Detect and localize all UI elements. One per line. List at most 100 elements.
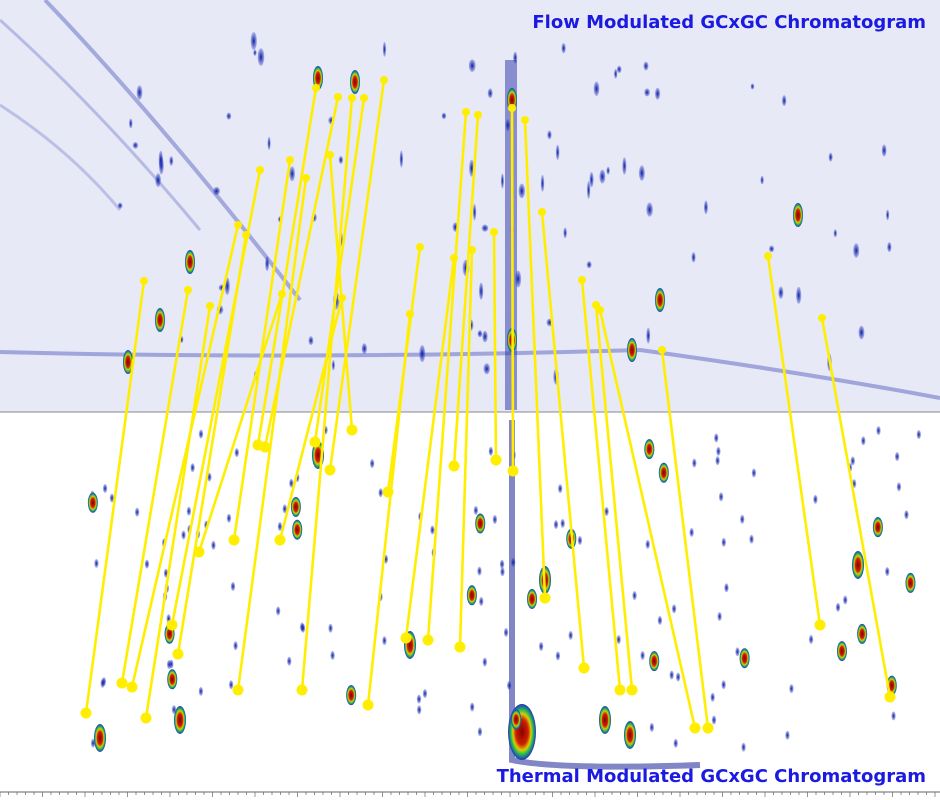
connector-start-dot	[474, 111, 482, 119]
connector-line	[452, 114, 480, 467]
connector-line	[598, 309, 697, 729]
bottom-peak	[721, 680, 726, 690]
top-peak	[505, 119, 511, 132]
bottom-peak	[211, 540, 216, 550]
connector-start-dot	[818, 314, 826, 322]
bottom-peak	[885, 567, 890, 577]
connector-end-dot	[614, 684, 626, 696]
top-peak	[117, 202, 123, 209]
connector-line	[492, 231, 498, 461]
connector-end-dot	[400, 632, 412, 644]
bottom-peak	[649, 722, 655, 732]
connector-end-dot	[346, 424, 358, 436]
bottom-peak	[94, 558, 99, 568]
connector-line	[300, 97, 354, 691]
connector-end-dot	[324, 464, 336, 476]
connector-line	[328, 79, 386, 471]
connector-end-dot	[539, 592, 551, 604]
top-peak	[887, 242, 892, 253]
top-solvent-column	[505, 60, 517, 410]
connector-line	[232, 159, 292, 541]
top-peak	[586, 261, 592, 269]
connector-end-dot	[309, 436, 321, 448]
bottom-peak	[553, 520, 559, 530]
bottom-major-peak	[599, 706, 611, 734]
top-major-peak	[185, 250, 195, 274]
bottom-peak	[369, 459, 375, 469]
bottom-peak	[714, 433, 719, 443]
top-major-peak	[350, 70, 360, 94]
top-peak	[616, 65, 622, 74]
bottom-peak	[233, 641, 238, 651]
connector-line	[510, 107, 515, 472]
top-background-arc-1	[43, 0, 302, 302]
top-major-peak	[655, 288, 665, 312]
top-peak	[468, 59, 476, 72]
bottom-peak	[167, 669, 178, 690]
connector-start-dot	[462, 108, 470, 116]
connector-line	[328, 154, 354, 431]
top-peak	[654, 87, 661, 100]
connector-line	[594, 304, 634, 691]
connector-start-dot	[206, 302, 214, 310]
connector-end-dot	[172, 648, 184, 660]
top-peak	[213, 186, 221, 196]
top-peak	[419, 345, 426, 363]
top-peak	[265, 256, 270, 272]
bottom-peak	[560, 518, 565, 528]
connector-line	[170, 169, 262, 626]
bottom-peak	[473, 505, 479, 515]
bottom-peak	[198, 686, 204, 696]
bottom-peak	[477, 727, 483, 737]
connector-line	[144, 305, 212, 719]
top-peak	[518, 183, 526, 199]
connector-start-dot	[334, 93, 342, 101]
bottom-peak	[724, 583, 729, 593]
connector-end-dot	[259, 441, 271, 453]
top-peak	[833, 229, 837, 238]
top-peak	[308, 336, 314, 346]
bottom-peak	[488, 446, 494, 456]
bottom-peaks	[87, 425, 922, 752]
connector-end-dot	[454, 641, 466, 653]
bottom-peak	[430, 525, 435, 535]
connector-end-dot	[126, 681, 138, 693]
bottom-peak	[689, 527, 694, 537]
bottom-peak	[378, 488, 383, 498]
connector-end-dot	[490, 454, 502, 466]
connector-start-dot	[538, 208, 546, 216]
bottom-major-peak	[174, 706, 186, 734]
bottom-peak	[644, 439, 655, 460]
bottom-peak	[500, 567, 505, 577]
peak-connectors	[80, 76, 896, 734]
connector-end-dot	[296, 684, 308, 696]
top-major-peak	[155, 308, 165, 332]
bottom-peak	[721, 537, 726, 547]
bottom-peak	[716, 446, 721, 456]
top-background-arc-3	[0, 103, 122, 211]
bottom-peak	[100, 678, 105, 688]
connector-start-dot	[326, 151, 334, 159]
top-major-peak	[627, 338, 637, 362]
top-peak	[513, 51, 518, 64]
bottom-peak	[577, 535, 583, 545]
connector-start-dot	[302, 174, 310, 182]
top-peak	[858, 325, 865, 340]
top-peak	[547, 130, 552, 140]
connector-start-dot	[140, 277, 148, 285]
bottom-peak	[739, 648, 750, 669]
top-peak	[853, 243, 860, 258]
bottom-peak	[277, 521, 283, 531]
bottom-peak	[510, 557, 516, 567]
connector-line	[580, 279, 622, 691]
bottom-peak	[692, 458, 697, 468]
bottom-peak	[711, 715, 717, 725]
top-peak	[361, 343, 368, 354]
top-peak	[500, 173, 504, 189]
connector-end-dot	[689, 722, 701, 734]
top-peak	[828, 152, 833, 162]
bottom-peak	[492, 514, 498, 524]
top-peak	[691, 252, 696, 263]
connector-end-dot	[232, 684, 244, 696]
bottom-peak	[715, 456, 720, 466]
